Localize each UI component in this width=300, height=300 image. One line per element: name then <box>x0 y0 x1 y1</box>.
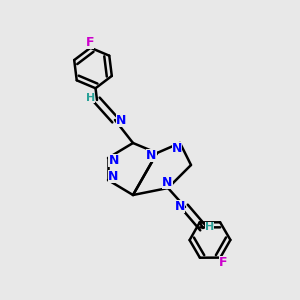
Text: H: H <box>205 221 214 232</box>
Text: N: N <box>116 114 126 128</box>
Text: N: N <box>172 142 182 155</box>
Text: H: H <box>86 94 95 103</box>
Text: F: F <box>219 256 227 269</box>
Text: N: N <box>162 176 172 188</box>
Text: N: N <box>108 154 119 167</box>
Text: F: F <box>85 36 94 49</box>
Text: N: N <box>108 170 118 183</box>
Text: N: N <box>174 200 185 213</box>
Text: N: N <box>146 149 157 162</box>
